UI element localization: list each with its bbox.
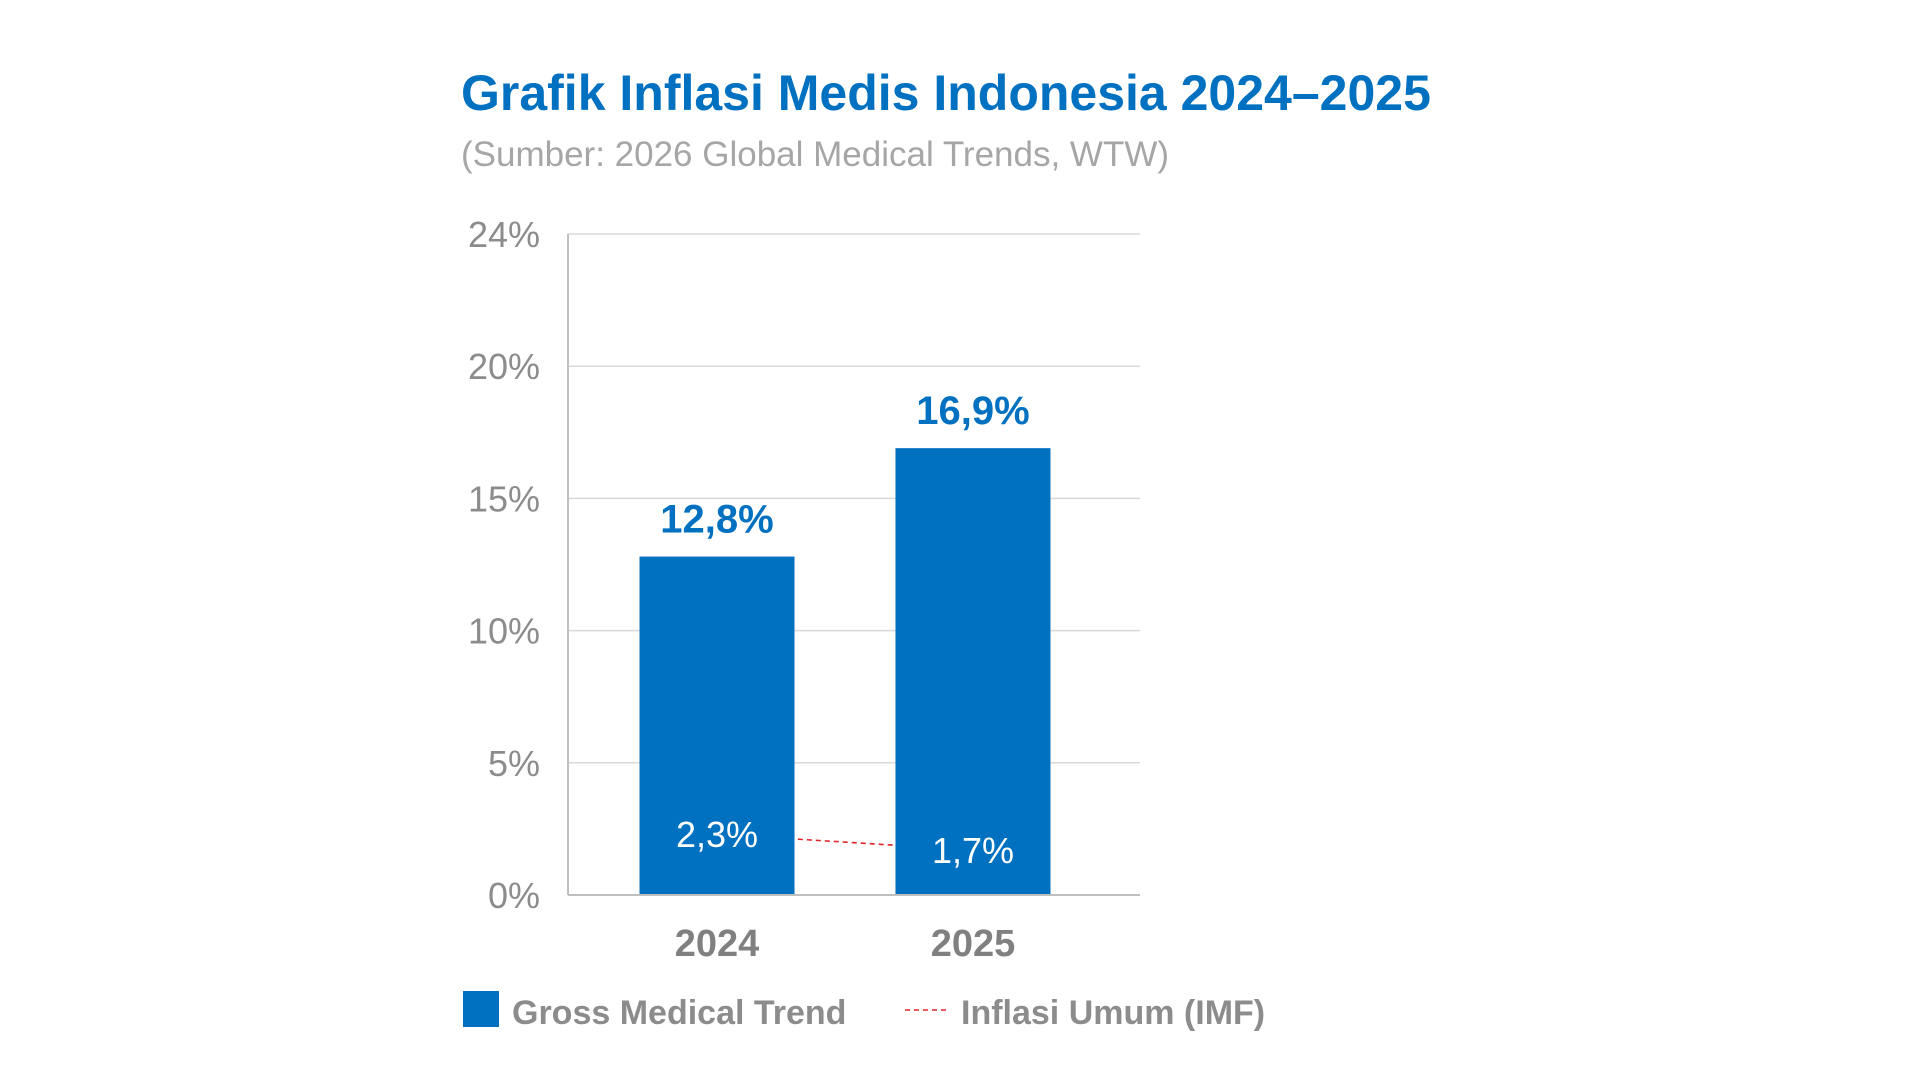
y-tick-label: 15% [468, 478, 540, 519]
inflasi-umum-value-label: 2,3% [676, 814, 758, 855]
x-tick-label: 2024 [675, 923, 760, 965]
y-tick-label: 20% [468, 346, 540, 387]
y-axis-ticks: 0% 5% 10% 15% 20% 24% [468, 214, 540, 916]
legend-label-gross-medical-trend: Gross Medical Trend [512, 994, 846, 1032]
y-tick-label: 0% [488, 875, 540, 916]
y-tick-label: 24% [468, 214, 540, 255]
legend-label-inflasi-umum: Inflasi Umum (IMF) [961, 994, 1265, 1032]
bar-2024 [639, 556, 795, 895]
bar-value-label: 16,9% [916, 389, 1029, 433]
inflasi-umum-line [716, 833, 974, 851]
legend: Gross Medical Trend Inflasi Umum (IMF) [463, 991, 1265, 1032]
bar-2025 [895, 448, 1051, 895]
chart-title: Grafik Inflasi Medis Indonesia 2024–2025 [461, 65, 1431, 121]
y-tick-label: 10% [468, 611, 540, 652]
inflasi-umum-line-series [716, 833, 974, 851]
legend-swatch-gross-medical-trend [463, 991, 499, 1027]
gross-medical-trend-bar-series [639, 448, 1051, 895]
bar-value-label: 12,8% [660, 498, 773, 542]
data-labels: 12,8% 16,9% 2,3% 1,7% [660, 389, 1029, 871]
x-tick-label: 2025 [931, 923, 1016, 965]
chart-subtitle: (Sumber: 2026 Global Medical Trends, WTW… [461, 135, 1169, 174]
x-axis-ticks: 2024 2025 [675, 923, 1016, 965]
inflasi-umum-value-label: 1,7% [932, 830, 1014, 871]
y-tick-label: 5% [488, 743, 540, 784]
